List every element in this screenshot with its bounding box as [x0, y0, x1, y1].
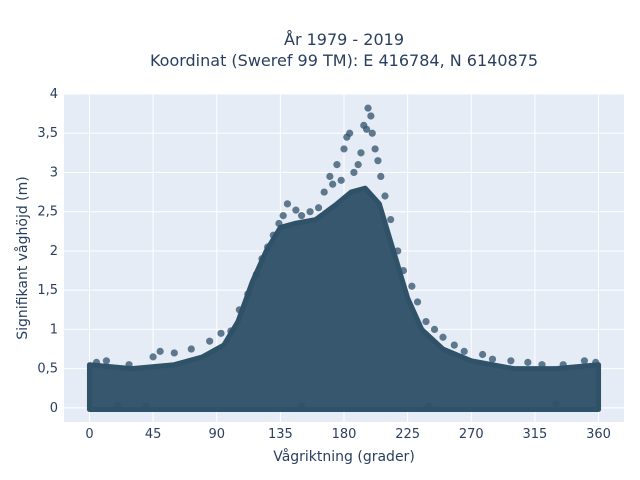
scatter-density-region [86, 185, 602, 412]
scatter-density-mass [86, 185, 602, 412]
scatter-point [326, 172, 334, 180]
scatter-point [422, 317, 430, 326]
scatter-point [283, 200, 292, 208]
x-tick-labels: 0 45 90 135 180 225 270 315 360 [85, 427, 611, 442]
scatter-point [320, 188, 328, 196]
scatter-point [387, 215, 395, 224]
x-axis-title: Vågriktning (grader) [273, 448, 415, 465]
scatter-point [580, 357, 589, 365]
scatter-point [149, 353, 157, 361]
scatter-point [269, 231, 277, 239]
y-tick-label: 1 [50, 322, 58, 337]
y-tick-label: 4 [50, 87, 58, 102]
scatter-point [275, 219, 283, 228]
scatter-points [92, 104, 600, 410]
x-tick-label: 270 [459, 427, 484, 442]
scatter-point [354, 161, 362, 169]
scatter-point [340, 145, 348, 153]
scatter-point [399, 266, 407, 275]
scatter-point [292, 206, 300, 214]
scatter-point [252, 270, 260, 279]
scatter-point [329, 180, 337, 188]
scatter-point [244, 290, 252, 298]
y-tick-label: 0,5 [37, 362, 58, 377]
scatter-point [258, 255, 266, 263]
scatter-point [364, 104, 372, 112]
scatter-point [371, 145, 379, 153]
scatter-point [524, 358, 532, 366]
scatter-point [368, 129, 376, 137]
scatter-point [363, 125, 371, 133]
scatter-point [592, 358, 600, 366]
scatter-point [488, 355, 497, 363]
x-tick-label: 315 [522, 427, 547, 442]
scatter-point [552, 400, 560, 408]
scatter-point [142, 402, 150, 410]
scatter-point [156, 347, 164, 355]
scatter-point [217, 329, 225, 337]
y-tick-label: 1,5 [37, 283, 58, 298]
scatter-point [346, 129, 354, 137]
scatter-point [559, 361, 567, 369]
scatter-point [374, 157, 382, 165]
scatter-point [102, 357, 111, 365]
scatter-point [297, 402, 306, 410]
x-tick-label: 0 [85, 427, 93, 442]
chart-subtitle: Koordinat (Sweref 99 TM): E 416784, N 61… [150, 51, 538, 70]
scatter-point [227, 327, 235, 335]
y-tick-labels: 0 0,5 1 1,5 2 2,5 3 3,5 4 [37, 87, 58, 416]
y-tick-label: 2 [50, 244, 58, 259]
scatter-point [314, 204, 323, 212]
scatter-point [264, 243, 272, 251]
scatter-point [450, 341, 458, 349]
scatter-point [357, 149, 365, 157]
scatter-point [350, 168, 358, 177]
scatter-point [460, 347, 468, 355]
x-tick-label: 180 [332, 427, 357, 442]
x-tick-label: 90 [208, 427, 225, 442]
y-tick-label: 2,5 [37, 205, 58, 220]
scatter-point [439, 333, 447, 341]
scatter-point [367, 112, 375, 120]
scatter-point [337, 176, 345, 184]
scatter-point [507, 357, 515, 365]
scatter-point [413, 298, 422, 306]
scatter-point [125, 361, 133, 369]
scatter-point [478, 350, 487, 359]
scatter-point [333, 161, 341, 169]
scatter-point [377, 172, 385, 180]
scatter-point [206, 337, 214, 345]
scatter-point [235, 306, 243, 314]
scatter-point [381, 192, 389, 200]
scatter-point [408, 282, 416, 290]
scatter-point [92, 358, 101, 366]
scatter-point [170, 349, 178, 357]
y-tick-label: 3 [50, 165, 58, 180]
scatter-point [538, 361, 546, 369]
y-tick-label: 0 [50, 401, 58, 416]
scatter-point [187, 345, 195, 353]
scatter-point [430, 325, 439, 334]
y-tick-label: 3,5 [37, 126, 58, 141]
scatter-point [306, 208, 314, 216]
scatter-point [394, 247, 402, 255]
x-tick-label: 225 [395, 427, 420, 442]
scatter-point [297, 212, 306, 220]
scatter-point [425, 402, 433, 410]
x-tick-label: 360 [586, 427, 611, 442]
y-axis-title: Signifikant våghöjd (m) [14, 176, 31, 339]
scatter-point [114, 401, 122, 410]
scatter-point [279, 212, 287, 220]
x-tick-label: 135 [268, 427, 293, 442]
chart-title: År 1979 - 2019 [284, 30, 404, 49]
x-tick-label: 45 [145, 427, 162, 442]
